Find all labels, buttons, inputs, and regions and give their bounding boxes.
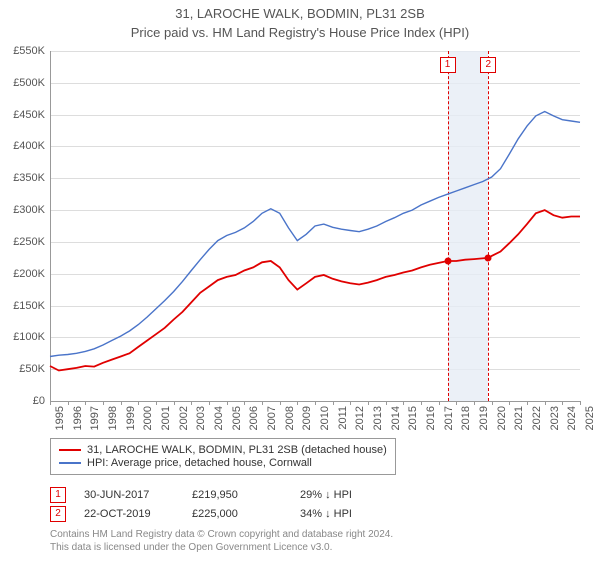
y-tick-label: £50K [19, 363, 45, 375]
event-marker [444, 258, 451, 265]
y-tick-label: £450K [13, 109, 45, 121]
page-subtitle: Price paid vs. HM Land Registry's House … [0, 25, 600, 40]
event-number-box: 1 [50, 487, 66, 503]
line-series [50, 51, 580, 401]
x-tick-label: 2010 [319, 406, 331, 430]
x-tick-label: 2013 [372, 406, 384, 430]
legend-label: 31, LAROCHE WALK, BODMIN, PL31 2SB (deta… [87, 444, 387, 456]
y-tick-label: £550K [13, 45, 45, 57]
event-row: 2 22-OCT-2019 £225,000 34% ↓ HPI [50, 506, 390, 522]
x-tick-label: 2001 [160, 406, 172, 430]
x-tick-label: 1995 [54, 406, 66, 430]
x-tick-label: 2023 [549, 406, 561, 430]
attribution: Contains HM Land Registry data © Crown c… [50, 528, 393, 554]
y-tick-label: £0 [33, 395, 45, 407]
x-tick-label: 2024 [566, 406, 578, 430]
x-tick-label: 2007 [266, 406, 278, 430]
legend-label: HPI: Average price, detached house, Corn… [87, 457, 312, 469]
x-tick-label: 2002 [178, 406, 190, 430]
x-tick-label: 1997 [89, 406, 101, 430]
event-date: 30-JUN-2017 [84, 489, 174, 501]
y-tick-label: £150K [13, 300, 45, 312]
x-tick-label: 2014 [390, 406, 402, 430]
x-tick-label: 2016 [425, 406, 437, 430]
x-tick-label: 2005 [231, 406, 243, 430]
attribution-line: Contains HM Land Registry data © Crown c… [50, 528, 393, 541]
x-tick-label: 1999 [125, 406, 137, 430]
event-row: 1 30-JUN-2017 £219,950 29% ↓ HPI [50, 487, 390, 503]
attribution-line: This data is licensed under the Open Gov… [50, 541, 393, 554]
y-tick-label: £100K [13, 331, 45, 343]
x-tick-label: 2017 [443, 406, 455, 430]
event-marker [485, 254, 492, 261]
event-number-box: 2 [50, 506, 66, 522]
y-tick-label: £250K [13, 236, 45, 248]
y-tick-label: £300K [13, 204, 45, 216]
chart-container: 31, LAROCHE WALK, BODMIN, PL31 2SB Price… [0, 6, 600, 566]
legend-item: HPI: Average price, detached house, Corn… [59, 457, 387, 469]
y-tick-label: £350K [13, 172, 45, 184]
x-tick-label: 2011 [337, 406, 349, 430]
x-tick-label: 2000 [142, 406, 154, 430]
x-tick-label: 2012 [354, 406, 366, 430]
y-tick-label: £500K [13, 77, 45, 89]
x-tick-label: 2004 [213, 406, 225, 430]
x-tick-label: 2003 [195, 406, 207, 430]
x-tick-label: 2006 [248, 406, 260, 430]
x-tick-label: 2022 [531, 406, 543, 430]
event-delta: 29% ↓ HPI [300, 489, 390, 501]
event-number-box: 1 [440, 57, 456, 73]
y-tick-label: £400K [13, 140, 45, 152]
legend-swatch [59, 449, 81, 451]
legend: 31, LAROCHE WALK, BODMIN, PL31 2SB (deta… [50, 438, 396, 475]
series-line-property [50, 210, 580, 370]
series-line-hpi [50, 112, 580, 357]
y-tick-label: £200K [13, 268, 45, 280]
event-date: 22-OCT-2019 [84, 508, 174, 520]
event-number-box: 2 [480, 57, 496, 73]
x-tick-label: 2008 [284, 406, 296, 430]
x-tick-label: 2020 [496, 406, 508, 430]
chart-area: 12 £0£50K£100K£150K£200K£250K£300K£350K£… [50, 51, 580, 401]
event-price: £225,000 [192, 508, 282, 520]
x-tick-label: 2018 [460, 406, 472, 430]
legend-swatch [59, 462, 81, 464]
x-tick-label: 2009 [301, 406, 313, 430]
events-table: 1 30-JUN-2017 £219,950 29% ↓ HPI 2 22-OC… [50, 484, 390, 525]
x-tick-label: 2019 [478, 406, 490, 430]
x-tick-label: 1998 [107, 406, 119, 430]
x-tick-label: 1996 [72, 406, 84, 430]
legend-item: 31, LAROCHE WALK, BODMIN, PL31 2SB (deta… [59, 444, 387, 456]
event-price: £219,950 [192, 489, 282, 501]
event-delta: 34% ↓ HPI [300, 508, 390, 520]
x-tick-label: 2025 [584, 406, 596, 430]
page-title: 31, LAROCHE WALK, BODMIN, PL31 2SB [0, 6, 600, 23]
x-tick-label: 2015 [407, 406, 419, 430]
x-tick-label: 2021 [513, 406, 525, 430]
